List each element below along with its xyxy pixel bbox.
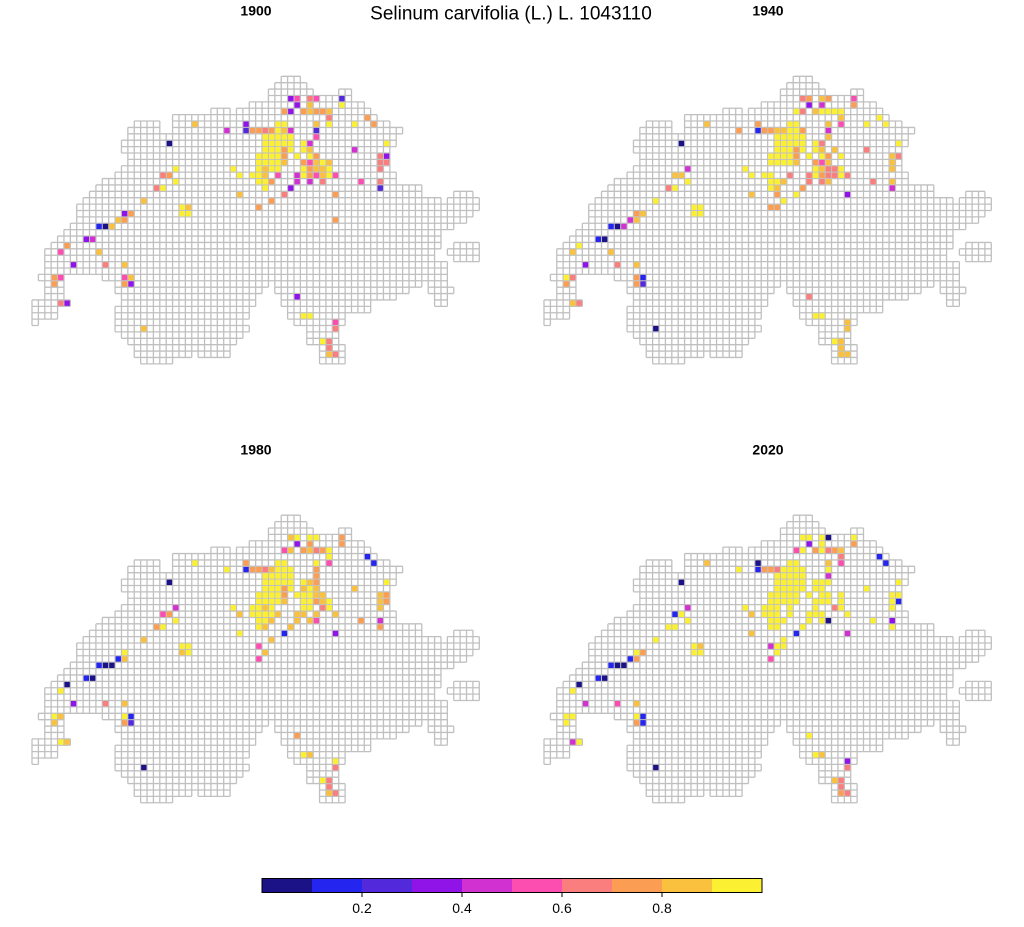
svg-text:0.6: 0.6 bbox=[552, 900, 572, 916]
svg-text:1900: 1900 bbox=[240, 3, 271, 19]
svg-text:1940: 1940 bbox=[752, 3, 783, 19]
svg-text:0.8: 0.8 bbox=[652, 900, 672, 916]
svg-text:2020: 2020 bbox=[752, 442, 783, 458]
svg-text:0.2: 0.2 bbox=[352, 900, 372, 916]
svg-text:0.4: 0.4 bbox=[452, 900, 472, 916]
svg-text:1980: 1980 bbox=[240, 442, 271, 458]
svg-text:Selinum carvifolia (L.) L. 104: Selinum carvifolia (L.) L. 1043110 bbox=[370, 4, 652, 25]
